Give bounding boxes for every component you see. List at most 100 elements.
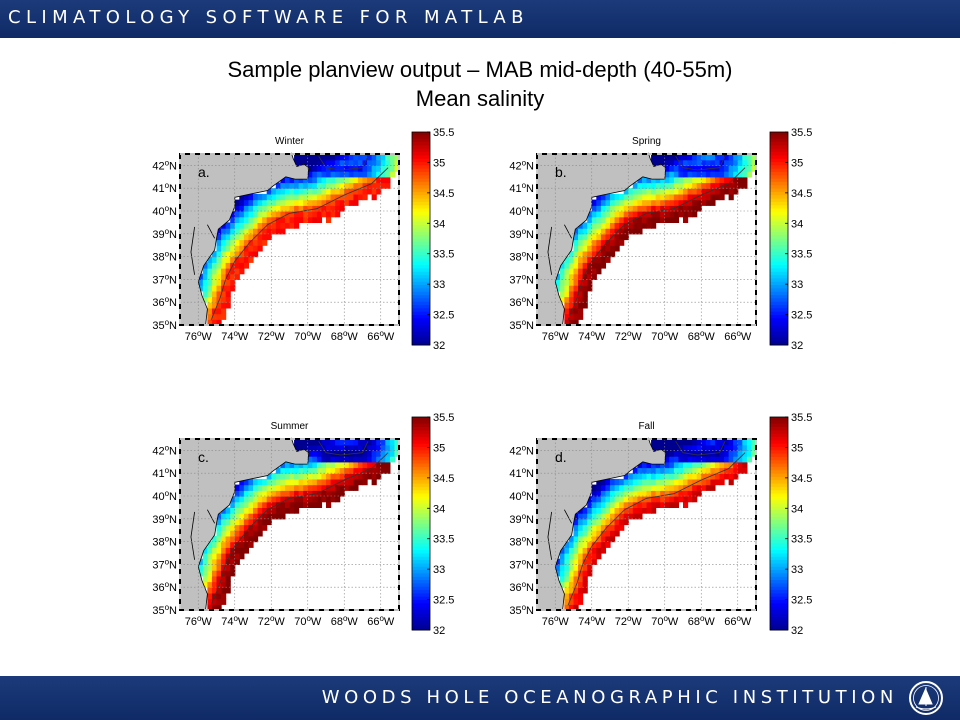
colorbar-segment: [412, 148, 430, 153]
colorbar-segment: [412, 241, 430, 246]
colorbar-segment: [412, 208, 430, 213]
y-tick-label: 38oN: [509, 535, 534, 549]
colorbar-segment: [412, 151, 430, 156]
colorbar-segment: [412, 315, 430, 319]
colorbar-segment: [770, 613, 788, 618]
colorbar-segment: [770, 456, 788, 461]
delaware-bay: [564, 509, 573, 524]
colorbar-segment: [412, 586, 430, 591]
map-grid: [180, 439, 399, 611]
map-panel-winter: Winter a. 76oW 74oW 72oW 70oW 68oW 66oW 35oN 36oN…: [152, 127, 454, 352]
colorbar-segment: [770, 321, 788, 326]
y-tick-label: 38oN: [509, 250, 534, 264]
colorbar-segment: [770, 275, 788, 279]
colorbar-segment: [770, 285, 788, 289]
y-tick-label: 35oN: [152, 318, 177, 332]
map-panel-spring: Spring b. 76oW 74oW 72oW 70oW 68oW 66oW 35oN 36oN…: [509, 127, 812, 352]
colorbar-segment: [412, 430, 430, 435]
colorbar-segment: [770, 566, 788, 571]
colorbar-segment: [412, 228, 430, 233]
x-tick-label: 72oW: [258, 614, 286, 628]
colorbar-segment: [770, 238, 788, 243]
colorbar-segment: [412, 231, 430, 236]
colorbar-segment: [412, 278, 430, 283]
colorbar-segment: [412, 596, 430, 601]
colorbar-segment: [412, 540, 430, 544]
colorbar-segment: [412, 506, 430, 511]
colorbar-tick-label: 33: [433, 279, 445, 291]
colorbar-segment: [770, 446, 788, 451]
map-frame-dash: [179, 438, 400, 611]
gulf-of-maine-contour: [318, 441, 369, 456]
colorbar-segment: [412, 195, 430, 200]
colorbar-segment: [412, 188, 430, 193]
colorbar-segment: [770, 141, 788, 146]
salinity-field: [555, 439, 757, 611]
colorbar-segment: [412, 191, 430, 196]
map-frame-dash: [179, 153, 400, 326]
colorbar-segment: [770, 460, 788, 465]
x-tick-label: 76oW: [185, 614, 213, 628]
colorbar-segment: [770, 278, 788, 283]
colorbar-tick-label: 34: [433, 503, 445, 515]
colorbar-segment: [770, 205, 788, 210]
colorbar-segment: [770, 148, 788, 153]
colorbar-segment: [770, 463, 788, 468]
colorbar-segment: [770, 301, 788, 306]
map-grid: [537, 154, 756, 326]
colorbar-segment: [770, 235, 788, 239]
colorbar-tick-label: 32.5: [791, 310, 812, 322]
colorbar-segment: [412, 453, 430, 458]
title-line-2: Mean salinity: [415, 86, 545, 111]
colorbar-tick-label: 34: [791, 503, 803, 515]
colorbar-segment: [770, 430, 788, 435]
title-line-1: Sample planview output – MAB mid-depth (…: [227, 57, 733, 82]
colorbar-segment: [412, 420, 430, 425]
colorbar-segment: [412, 556, 430, 561]
y-tick-label: 40oN: [152, 489, 177, 503]
colorbar-tick-label: 35: [791, 442, 803, 454]
colorbar-segment: [770, 433, 788, 438]
colorbar-segment: [770, 570, 788, 574]
colorbar-segment: [770, 291, 788, 296]
colorbar-segment: [770, 175, 788, 180]
y-tick-label: 40oN: [509, 204, 534, 218]
colorbar-segment: [412, 520, 430, 524]
colorbar-segment: [770, 536, 788, 541]
colorbar-segment: [770, 305, 788, 309]
colorbar-segment: [412, 245, 430, 249]
colorbar-segment: [770, 426, 788, 431]
colorbar-segment: [770, 311, 788, 316]
colorbar-tick-label: 33: [791, 564, 803, 576]
chesapeake-bay: [547, 226, 552, 275]
colorbar-segment: [412, 338, 430, 343]
colorbar-segment: [412, 268, 430, 273]
colorbar-segment: [770, 540, 788, 544]
colorbar-segment: [412, 423, 430, 428]
x-tick-label: 66oW: [724, 329, 752, 343]
colorbar: 35.5 35 34.5 34 33.5 33 32.5 32: [769, 412, 812, 637]
colorbar-segment: [770, 218, 788, 223]
colorbar-segment: [770, 480, 788, 485]
colorbar-segment: [770, 496, 788, 501]
x-tick-label: 68oW: [331, 614, 359, 628]
colorbar-segment: [412, 603, 430, 608]
salinity-field: [198, 154, 400, 326]
colorbar-segment: [412, 466, 430, 471]
y-tick-label: 41oN: [509, 181, 534, 195]
y-tick-label: 37oN: [152, 557, 177, 571]
colorbar-segment: [770, 476, 788, 481]
colorbar-segment: [770, 420, 788, 425]
colorbar-segment: [770, 195, 788, 200]
colorbar-segment: [412, 238, 430, 243]
colorbar-segment: [770, 331, 788, 336]
colorbar-tick-label: 34: [791, 218, 803, 230]
colorbar-segment: [770, 450, 788, 455]
colorbar-segment: [412, 460, 430, 465]
colorbar-segment: [770, 543, 788, 548]
colorbar-segment: [770, 261, 788, 266]
colorbar-frame: [411, 131, 431, 346]
panel-label: a.: [198, 164, 210, 180]
colorbar-segment: [770, 251, 788, 256]
colorbar-segment: [770, 198, 788, 203]
